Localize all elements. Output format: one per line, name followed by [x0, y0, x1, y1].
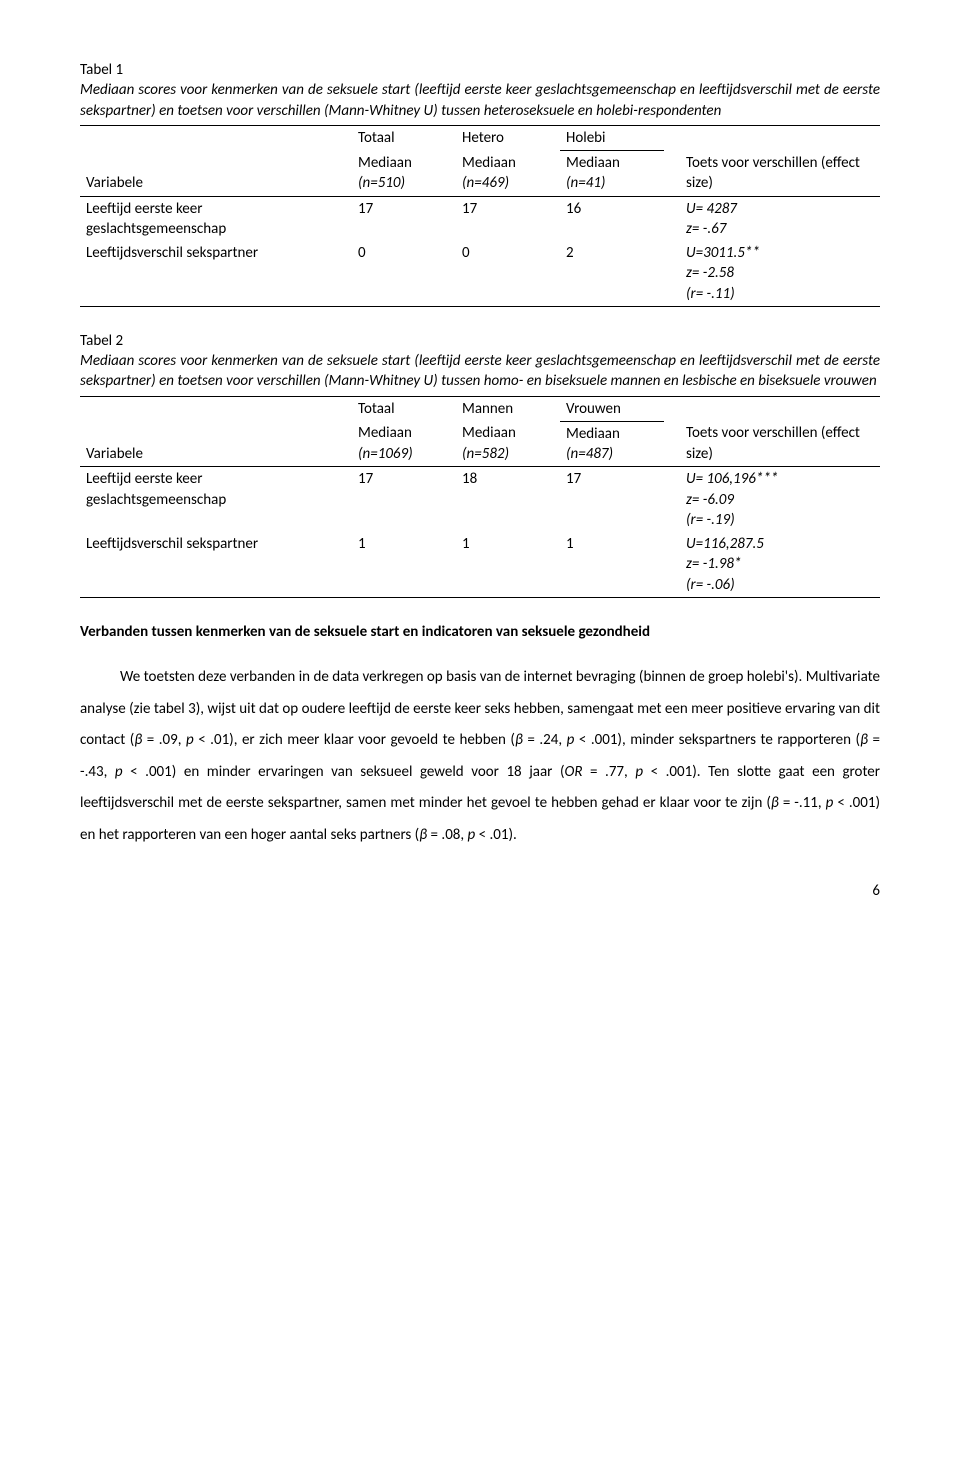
t1-col-med3: Mediaan: [566, 154, 620, 172]
t1-col-med1: Mediaan: [358, 154, 412, 172]
t1-row2-var: Leeftijdsverschil sekspartner: [80, 241, 352, 306]
table1-label: Tabel 1: [80, 60, 880, 80]
table1-caption: Tabel 1 Mediaan scores voor kenmerken va…: [80, 60, 880, 121]
t2-row2-v3: 1: [560, 532, 664, 597]
t1-row2-test-b: z= -2.58: [686, 264, 734, 282]
t2-row2-v2: 1: [456, 532, 560, 597]
t2-group-vrouwen: Vrouwen: [560, 396, 664, 421]
t1-row1-test-b: z= -.67: [686, 220, 726, 238]
t2-col-med1: Mediaan: [358, 424, 412, 442]
t1-row2-v2: 0: [456, 241, 560, 306]
t2-row2-test-a: U=116,287.5: [686, 535, 764, 553]
page-number: 6: [80, 881, 880, 901]
t1-row2-test-c: (r= -.11): [686, 285, 735, 303]
t2-row1-test-a: U= 106,196***: [686, 470, 778, 488]
t2-row1-var: Leeftijd eerste keer geslachtsgemeenscha…: [80, 467, 352, 532]
t2-col-test: Toets voor verschillen (effect size): [680, 421, 880, 467]
t1-row2-v3: 2: [560, 241, 664, 306]
t2-col-n3: (n=487): [566, 445, 613, 463]
t1-row1-v1: 17: [352, 196, 456, 241]
t1-group-holebi: Holebi: [560, 125, 664, 150]
table2-caption: Tabel 2 Mediaan scores voor kenmerken va…: [80, 331, 880, 392]
t2-row2-v1: 1: [352, 532, 456, 597]
t1-row2-test-a: U=3011.5**: [686, 244, 760, 262]
t2-row1-test-b: z= -6.09: [686, 491, 734, 509]
t2-group-totaal: Totaal: [352, 396, 456, 421]
t2-row1-test-c: (r= -.19): [686, 511, 735, 529]
t1-col-med2: Mediaan: [462, 154, 516, 172]
t2-row1-v1: 17: [352, 467, 456, 532]
t2-row2-var: Leeftijdsverschil sekspartner: [80, 532, 352, 597]
t1-row1-v2: 17: [456, 196, 560, 241]
table1: Totaal Hetero Holebi Variabele Mediaan (…: [80, 125, 880, 307]
table2: Totaal Mannen Vrouwen Variabele Mediaan …: [80, 396, 880, 598]
section-paragraph: We toetsten deze verbanden in de data ve…: [80, 662, 880, 851]
t2-col-med2: Mediaan: [462, 424, 516, 442]
t2-row1-v2: 18: [456, 467, 560, 532]
t1-row1-test-a: U= 4287: [686, 200, 737, 218]
table1-desc: Mediaan scores voor kenmerken van de sek…: [80, 81, 880, 119]
t2-row2-test-b: z= -1.98*: [686, 555, 741, 573]
t2-group-mannen: Mannen: [456, 396, 560, 421]
t1-group-hetero: Hetero: [456, 125, 560, 150]
t1-group-totaal: Totaal: [352, 125, 456, 150]
t2-col-med3: Mediaan: [566, 425, 620, 443]
t1-col-test: Toets voor verschillen (effect size): [680, 151, 880, 197]
t1-col-n3: (n=41): [566, 174, 606, 192]
t1-col-n1: (n=510): [358, 174, 405, 192]
t2-row2-test-c: (r= -.06): [686, 576, 735, 594]
t2-col-n1: (n=1069): [358, 445, 413, 463]
t1-row1-v3: 16: [560, 196, 664, 241]
t2-row1-v3: 17: [560, 467, 664, 532]
t1-col-n2: (n=469): [462, 174, 509, 192]
section-heading: Verbanden tussen kenmerken van de seksue…: [80, 622, 880, 642]
t2-col-var: Variabele: [80, 421, 352, 467]
table2-label: Tabel 2: [80, 331, 880, 351]
table2-desc: Mediaan scores voor kenmerken van de sek…: [80, 352, 880, 390]
t1-row1-var: Leeftijd eerste keer geslachtsgemeenscha…: [80, 196, 352, 241]
t1-col-var: Variabele: [80, 151, 352, 197]
t1-row2-v1: 0: [352, 241, 456, 306]
t2-col-n2: (n=582): [462, 445, 509, 463]
